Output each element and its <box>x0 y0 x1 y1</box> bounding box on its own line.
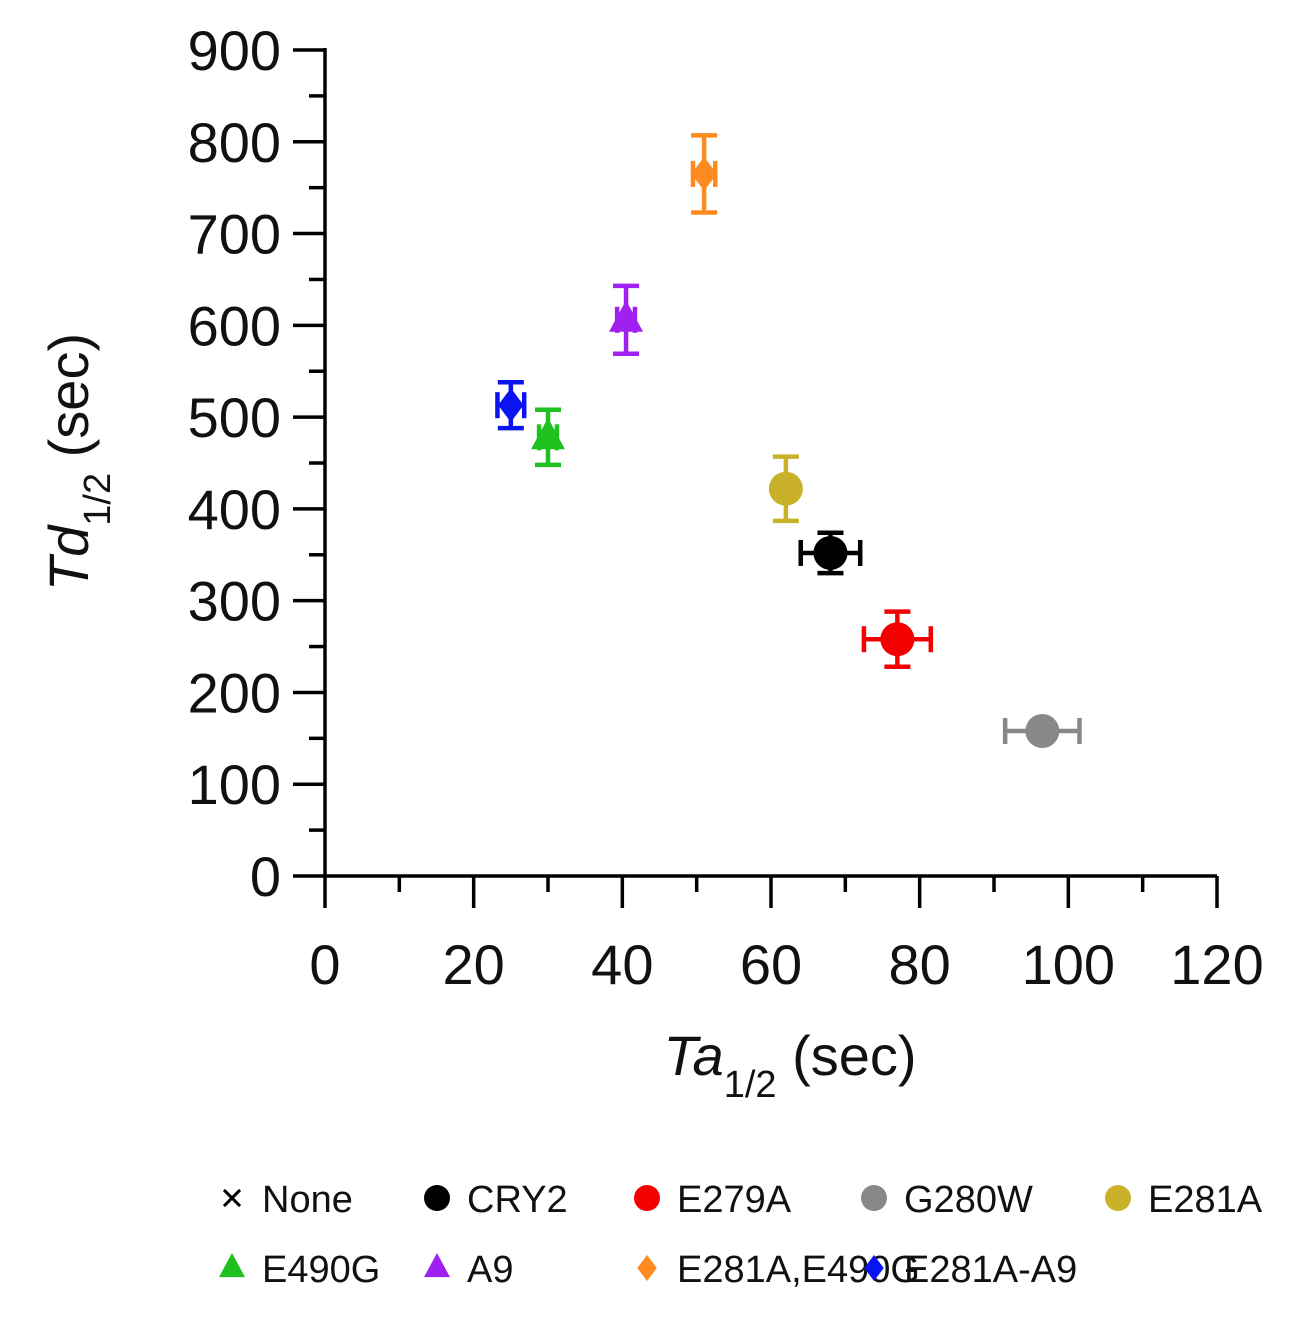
y-tick-label: 600 <box>188 294 281 357</box>
legend-item: E281A-A9 <box>864 1249 1077 1291</box>
legend-item: E281A <box>1105 1179 1263 1221</box>
point-marker <box>531 417 565 450</box>
x-axis-title-sub: 1/2 <box>724 1064 777 1106</box>
legend-marker <box>861 1185 887 1211</box>
point-marker <box>880 622 915 657</box>
data-point <box>861 609 934 669</box>
legend-label: A9 <box>467 1249 513 1291</box>
y-axis-title-unit: (sec) <box>37 333 100 473</box>
point-marker <box>691 156 717 191</box>
data-point <box>495 379 527 431</box>
y-tick-label: 300 <box>188 570 281 633</box>
y-axis-title-sub: 1/2 <box>77 473 119 526</box>
legend-item: G280W <box>861 1179 1033 1221</box>
data-points <box>495 133 1082 748</box>
data-point <box>531 407 565 468</box>
x-tick-label: 0 <box>309 933 340 996</box>
x-axis-title: Ta1/2 (sec) <box>663 1024 916 1106</box>
data-point <box>1002 713 1082 748</box>
y-tick-label: 800 <box>188 111 281 174</box>
x-tick-label: 120 <box>1170 933 1263 996</box>
legend-label: E281A,E490G <box>677 1249 920 1291</box>
y-axis-title: Td1/2 (sec) <box>37 333 119 591</box>
y-axis-title-base: Td <box>37 524 100 591</box>
legend-marker <box>219 1253 245 1278</box>
x-tick-label: 80 <box>889 933 951 996</box>
legend-label: E279A <box>677 1179 792 1221</box>
legend-item: None <box>222 1179 353 1221</box>
x-tick-label: 40 <box>591 933 653 996</box>
legend-marker <box>1105 1185 1131 1211</box>
legend-marker <box>424 1253 450 1278</box>
y-tick-label: 700 <box>188 203 281 266</box>
point-marker <box>1025 713 1060 748</box>
data-point <box>768 454 803 524</box>
legend-marker <box>864 1255 884 1281</box>
y-tick-label: 500 <box>188 386 281 449</box>
y-tick-label: 400 <box>188 478 281 541</box>
legend-label: CRY2 <box>467 1179 568 1221</box>
x-tick-label: 20 <box>443 933 505 996</box>
point-marker <box>609 300 644 332</box>
legend-label: E490G <box>262 1249 380 1291</box>
legend-marker <box>634 1185 660 1211</box>
point-marker <box>768 471 803 506</box>
legend-item: A9 <box>424 1249 513 1291</box>
legend-label: None <box>262 1179 353 1221</box>
x-marker-stroke <box>222 1188 242 1208</box>
legend-marker <box>637 1255 657 1281</box>
legend-item: E490G <box>219 1249 380 1291</box>
legend-marker <box>424 1185 450 1211</box>
legend-item: CRY2 <box>424 1179 568 1221</box>
axes <box>293 48 1219 908</box>
legend-label: G280W <box>904 1179 1033 1221</box>
x-tick-labels: 0 20 40 60 80 100 120 <box>309 933 1263 996</box>
data-point <box>609 283 644 357</box>
x-axis-title-base: Ta <box>663 1024 723 1087</box>
y-tick-labels: 0 100 200 300 400 500 600 700 800 900 <box>188 19 281 908</box>
y-tick-label: 0 <box>250 845 281 908</box>
legend-label: E281A-A9 <box>904 1249 1077 1291</box>
y-tick-label: 200 <box>188 661 281 724</box>
legend-label: E281A <box>1148 1179 1263 1221</box>
legend-item: E279A <box>634 1179 792 1221</box>
data-point <box>798 530 863 576</box>
x-tick-label: 100 <box>1022 933 1115 996</box>
data-point <box>690 133 718 215</box>
x-axis-title-unit: (sec) <box>777 1024 917 1087</box>
y-tick-label: 900 <box>188 19 281 82</box>
legend: None CRY2 E279A G280W E281A E490G A9 E281A,E490… <box>219 1179 1263 1291</box>
x-tick-label: 60 <box>740 933 802 996</box>
point-marker <box>813 535 848 570</box>
point-marker <box>498 388 524 423</box>
legend-marker <box>222 1188 242 1208</box>
y-tick-label: 100 <box>188 753 281 816</box>
